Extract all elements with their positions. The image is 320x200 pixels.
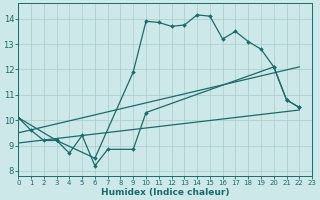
X-axis label: Humidex (Indice chaleur): Humidex (Indice chaleur) — [101, 188, 229, 197]
